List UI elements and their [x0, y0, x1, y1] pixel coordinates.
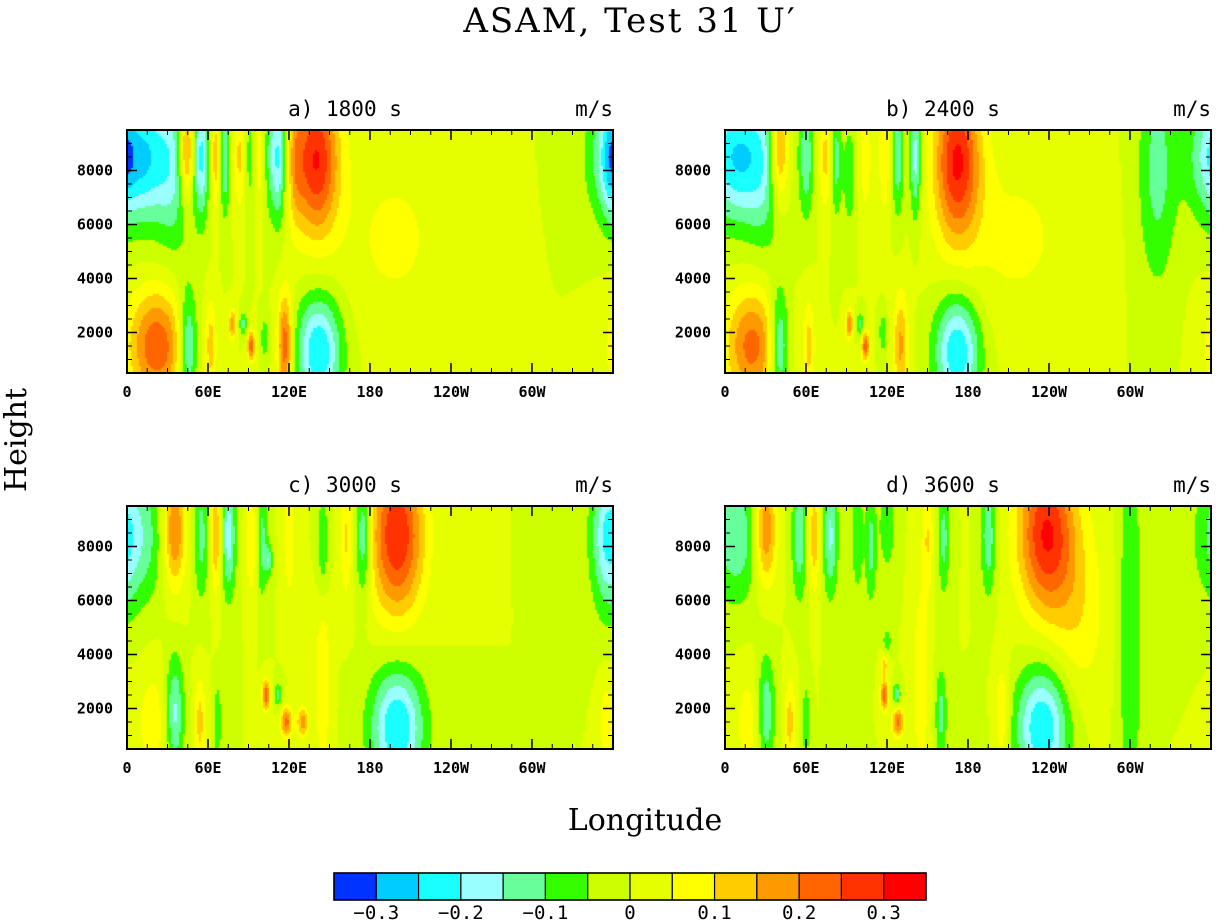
- colorbar-label: −0.2: [438, 902, 484, 922]
- colorbar-label: 0.3: [867, 902, 901, 922]
- colorbar-swatch: [587, 872, 631, 901]
- colorbar-swatch: [756, 872, 800, 901]
- x-tick-label: 60E: [194, 383, 221, 401]
- y-tick-label: 8000: [675, 162, 711, 180]
- x-tick-label: 120E: [869, 759, 905, 777]
- y-tick-label: 4000: [675, 646, 711, 664]
- y-tick-label: 6000: [675, 216, 711, 234]
- x-tick-label: 60W: [518, 383, 546, 401]
- panel-b-title: b) 2400 s: [886, 97, 1000, 121]
- colorbar-label: 0: [624, 902, 635, 922]
- x-tick-label: 60E: [194, 759, 221, 777]
- panel-a: a) 1800 s m/s 0 60E 120E 180 120W 60W 2000 4000 60…: [77, 97, 614, 401]
- x-tick-label: 60W: [1116, 383, 1144, 401]
- x-tick-label: 120E: [271, 759, 307, 777]
- colorbar-label: 0.2: [782, 902, 816, 922]
- x-tick-label: 0: [122, 383, 131, 401]
- y-tick-label: 2000: [675, 700, 711, 718]
- x-tick-label: 60E: [792, 759, 819, 777]
- colorbar-label: −0.3: [353, 902, 399, 922]
- x-tick-label: 0: [720, 759, 729, 777]
- panel-c-field: [127, 506, 613, 749]
- y-tick-label: 2000: [77, 324, 113, 342]
- x-tick-label: 0: [122, 759, 131, 777]
- x-tick-label: 60E: [792, 383, 819, 401]
- colorbar-swatch: [629, 872, 673, 901]
- y-tick-label: 8000: [675, 538, 711, 556]
- y-tick-label: 4000: [77, 270, 113, 288]
- x-tick-label: 120E: [271, 383, 307, 401]
- colorbar-swatch: [671, 872, 716, 901]
- panel-b-field: [725, 130, 1211, 373]
- x-tick-label: 120W: [1031, 759, 1068, 777]
- x-tick-label: 0: [720, 383, 729, 401]
- y-tick-label: 8000: [77, 538, 113, 556]
- y-tick-label: 4000: [675, 270, 711, 288]
- panel-c: c) 3000 s m/s 0 60E 120E 180 120W 60W 2000 4000 60…: [77, 473, 614, 777]
- colorbar-swatch: [713, 872, 758, 901]
- x-tick-label: 60W: [1116, 759, 1144, 777]
- x-tick-label: 120W: [433, 383, 470, 401]
- y-tick-label: 2000: [77, 700, 113, 718]
- panel-a-units: m/s: [575, 97, 613, 121]
- x-tick-label: 120W: [433, 759, 470, 777]
- main-title: ASAM, Test 31 U′: [462, 1, 796, 41]
- colorbar-swatch: [883, 872, 927, 901]
- y-tick-label: 6000: [77, 592, 113, 610]
- x-tick-label: 180: [356, 383, 383, 401]
- panels: a) 1800 s m/s 0 60E 120E 180 120W 60W 2000 4000 60…: [77, 97, 1212, 777]
- panel-b-units: m/s: [1173, 97, 1211, 121]
- x-tick-label: 60W: [518, 759, 546, 777]
- panel-d-field: [725, 506, 1211, 749]
- colorbar-swatch: [502, 872, 547, 901]
- panel-a-field: [127, 130, 613, 373]
- x-axis-title: Longitude: [568, 803, 722, 838]
- y-axis-title: Height: [0, 388, 34, 492]
- colorbar-label: 0.1: [697, 902, 731, 922]
- colorbar-swatch: [460, 872, 504, 901]
- colorbar-swatch: [840, 872, 885, 901]
- y-tick-label: 6000: [675, 592, 711, 610]
- colorbar-frame: [333, 872, 927, 901]
- y-tick-label: 4000: [77, 646, 113, 664]
- y-tick-label: 8000: [77, 162, 113, 180]
- colorbar-swatch: [798, 872, 843, 901]
- x-tick-label: 180: [356, 759, 383, 777]
- panel-a-title: a) 1800 s: [288, 97, 402, 121]
- x-tick-label: 180: [954, 383, 981, 401]
- colorbar-swatch: [417, 872, 462, 901]
- panel-b: b) 2400 s m/s 0 60E 120E 180 120W 60W 2000 4000 60…: [675, 97, 1212, 401]
- y-tick-label: 6000: [77, 216, 113, 234]
- panel-d-title: d) 3600 s: [886, 473, 1000, 497]
- panel-d: d) 3600 s m/s 0 60E 120E 180 120W 60W 2000 4000 60…: [675, 473, 1212, 777]
- x-tick-label: 180: [954, 759, 981, 777]
- y-tick-label: 2000: [675, 324, 711, 342]
- colorbar-swatch: [333, 872, 377, 901]
- panel-c-units: m/s: [575, 473, 613, 497]
- panel-d-units: m/s: [1173, 473, 1211, 497]
- x-tick-label: 120E: [869, 383, 905, 401]
- colorbar: −0.3 −0.2 −0.1 0 0.1 0.2 0.3: [333, 872, 927, 922]
- colorbar-swatch: [375, 872, 420, 901]
- colorbar-swatch: [544, 872, 589, 901]
- x-tick-label: 120W: [1031, 383, 1068, 401]
- panel-c-title: c) 3000 s: [288, 473, 402, 497]
- colorbar-label: −0.1: [523, 902, 569, 922]
